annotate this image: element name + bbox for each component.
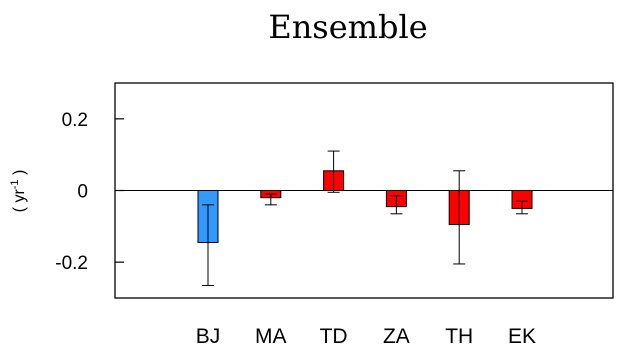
- y-tick-label: -0.2: [55, 253, 88, 274]
- y-axis: 0.2 0 -0.2: [55, 110, 124, 274]
- chart-title: Ensemble: [268, 8, 427, 46]
- y-axis-label-superscript: -1: [9, 179, 21, 189]
- x-tick-label-za: ZA: [383, 325, 410, 348]
- y-axis-label-unit: ( yr: [11, 189, 28, 213]
- x-tick-label-ek: EK: [508, 325, 536, 348]
- error-bars-group: [202, 150, 528, 286]
- x-axis-labels: BJ MA TD ZA TH EK: [196, 325, 536, 348]
- x-tick-label-th: TH: [445, 325, 473, 348]
- bars-group: [197, 170, 533, 243]
- x-tick-label-bj: BJ: [196, 325, 221, 348]
- y-tick-label: 0: [77, 182, 88, 203]
- x-tick-label-td: TD: [320, 325, 348, 348]
- y-axis-label-close: ): [11, 170, 28, 180]
- x-tick-label-ma: MA: [255, 325, 287, 348]
- y-axis-label: ( yr-1 ): [9, 170, 28, 213]
- y-tick-label: 0.2: [62, 110, 88, 131]
